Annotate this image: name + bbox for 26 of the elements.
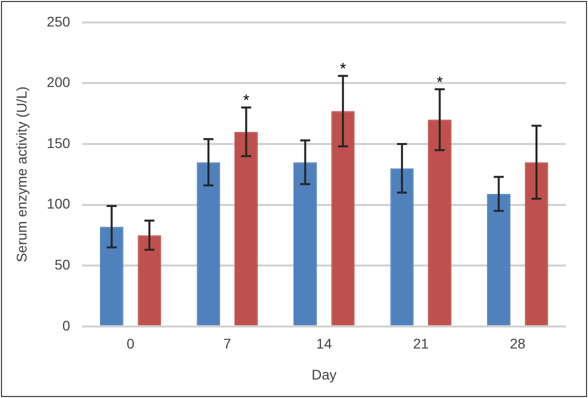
y-tick-label: 150 [46,134,70,151]
x-tick-label: 7 [223,336,232,352]
y-tick-label: 0 [62,317,70,334]
y-tick-label: 100 [46,196,70,212]
bar [390,168,414,326]
x-tick-label: 0 [126,336,135,352]
bar [294,162,317,326]
y-tick-label: 250 [46,13,70,30]
x-axis-title: Day [312,366,337,382]
x-tick-label: 14 [316,336,332,352]
x-tick-label: 28 [510,336,526,352]
bar [428,120,452,326]
bar [331,111,355,326]
annotation: * [340,60,346,78]
annotation: * [243,92,250,110]
bar [138,235,162,326]
annotation: * [436,74,443,92]
bar [100,226,124,326]
x-tick-label: 21 [413,336,429,352]
y-axis-title: Serum enzyme activity (U/L) [13,86,30,262]
bar [487,194,510,326]
bar [234,132,258,326]
bar [196,162,220,326]
y-tick-label: 50 [54,256,70,272]
y-tick-label: 200 [46,74,70,90]
bar [524,162,548,326]
